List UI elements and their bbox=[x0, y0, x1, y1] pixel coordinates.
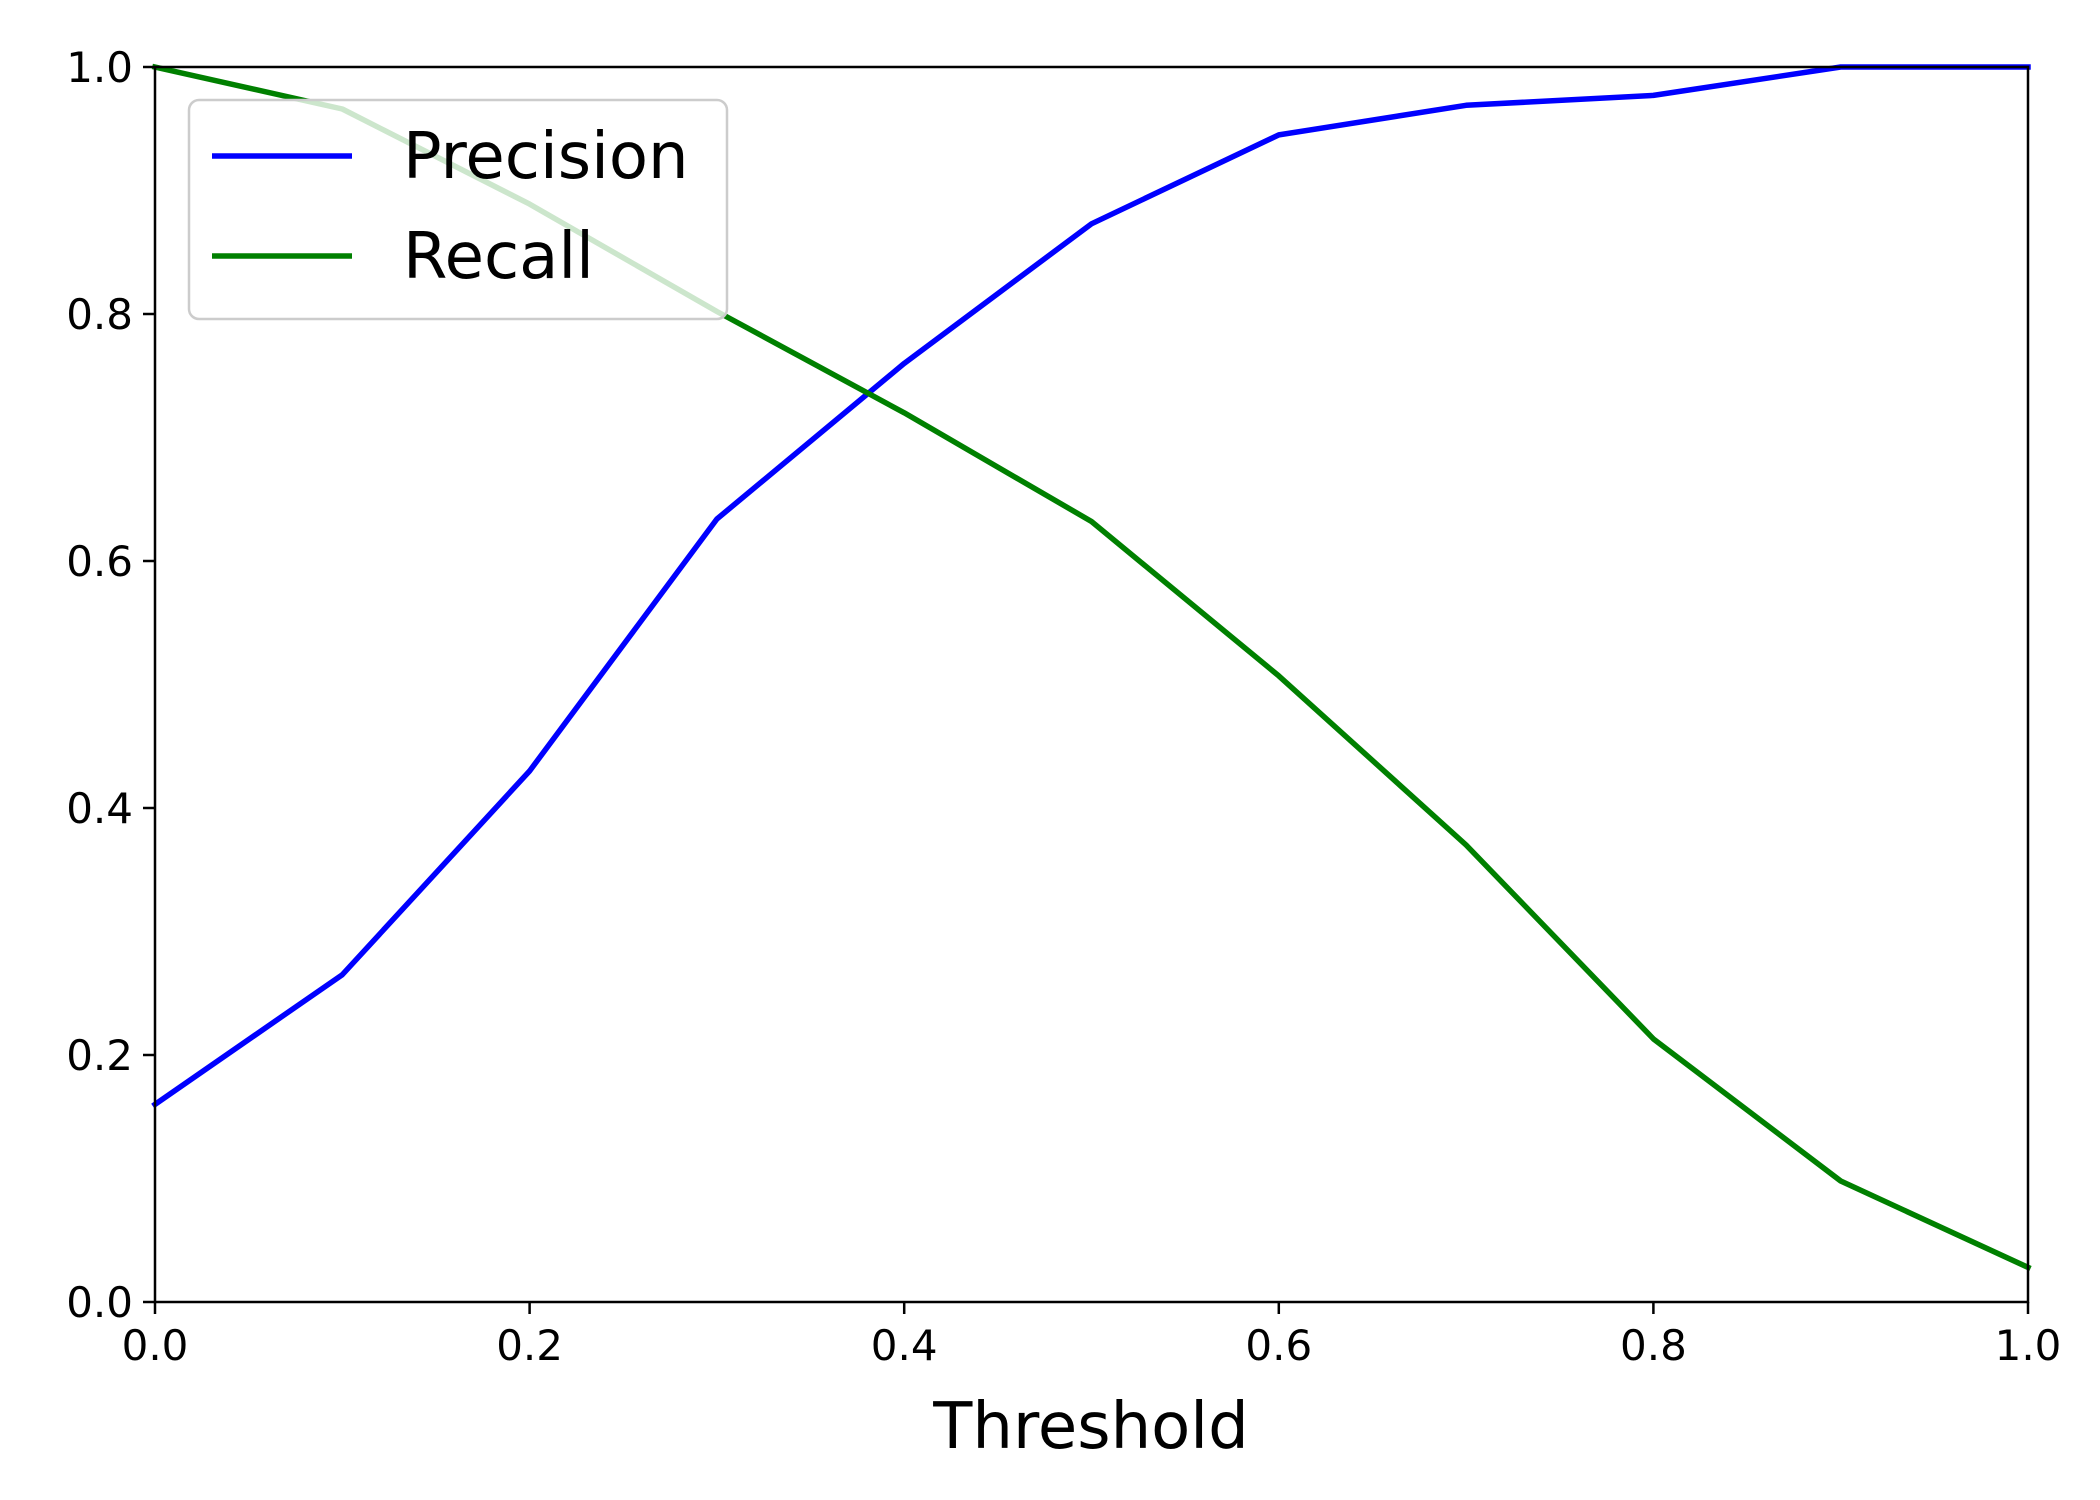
legend-label-precision: Precision bbox=[403, 120, 689, 194]
x-axis-ticks: 0.0 0.2 0.4 0.6 0.8 1.0 bbox=[122, 1302, 2062, 1370]
legend-label-recall: Recall bbox=[403, 220, 594, 294]
x-tick-label: 1.0 bbox=[1995, 1321, 2062, 1370]
x-tick-label: 0.4 bbox=[871, 1321, 938, 1370]
x-tick-label: 0.8 bbox=[1620, 1321, 1687, 1370]
x-tick-label: 0.0 bbox=[122, 1321, 189, 1370]
plot-frame bbox=[153, 65, 2030, 1304]
legend: Precision Recall bbox=[187, 98, 729, 321]
y-tick-label: 0.0 bbox=[66, 1278, 133, 1327]
y-tick-label: 0.6 bbox=[66, 537, 133, 586]
y-tick-label: 0.8 bbox=[66, 290, 133, 339]
y-tick-label: 1.0 bbox=[66, 43, 133, 92]
y-axis-ticks: 0.0 0.2 0.4 0.6 0.8 1.0 bbox=[66, 43, 155, 1327]
x-tick-label: 0.6 bbox=[1245, 1321, 1312, 1370]
x-tick-label: 0.2 bbox=[496, 1321, 563, 1370]
y-tick-label: 0.4 bbox=[66, 784, 133, 833]
series-line-precision bbox=[151, 64, 2031, 1109]
x-axis-label: Threshold bbox=[932, 1390, 1248, 1464]
y-tick-label: 0.2 bbox=[66, 1031, 133, 1080]
